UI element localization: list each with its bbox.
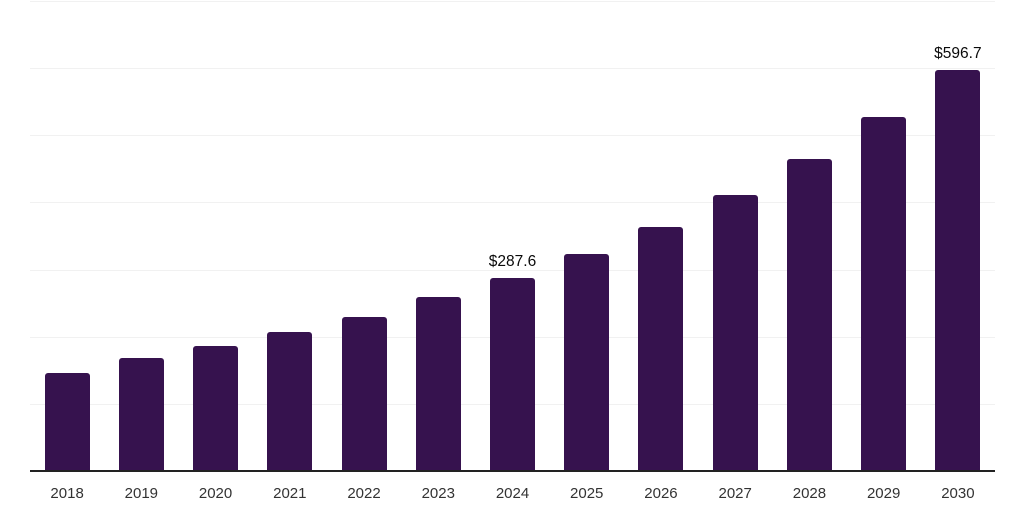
x-tick-2026: 2026	[644, 485, 678, 502]
x-axis-line	[30, 470, 995, 472]
bar-2026[interactable]	[638, 227, 684, 471]
bar-2024[interactable]	[490, 277, 535, 471]
x-tick-2021: 2021	[273, 485, 307, 502]
bar-2028[interactable]	[786, 158, 832, 471]
x-tick-2028: 2028	[792, 485, 827, 502]
bar-2027[interactable]	[712, 194, 758, 471]
bar-2019[interactable]	[118, 357, 164, 471]
gridline-300	[30, 269, 995, 271]
x-tick-2025: 2025	[570, 485, 604, 502]
bar-2025[interactable]	[564, 253, 610, 471]
x-tick-2023: 2023	[421, 485, 455, 502]
bar-2022[interactable]	[341, 316, 387, 471]
bar-2029[interactable]	[861, 117, 907, 471]
bar-2023[interactable]	[415, 297, 461, 471]
bar-2018[interactable]	[44, 372, 90, 471]
bar-2021[interactable]	[267, 332, 313, 471]
x-tick-2024: 2024	[495, 485, 530, 502]
gridline-500	[30, 135, 995, 137]
value-label-2030: $596.7	[934, 45, 982, 63]
x-tick-2018: 2018	[50, 485, 84, 502]
x-tick-2022: 2022	[347, 485, 381, 502]
x-tick-2029: 2029	[866, 485, 901, 502]
gridline-700	[30, 1, 995, 2]
x-tick-2030: 2030	[941, 485, 975, 502]
x-tick-2027: 2027	[718, 485, 752, 502]
gridline-400	[30, 202, 995, 204]
x-tick-2019: 2019	[124, 485, 159, 502]
gridline-600	[30, 68, 995, 70]
bar-2020[interactable]	[193, 345, 239, 471]
bar-2030[interactable]	[935, 70, 981, 471]
x-tick-2020: 2020	[198, 485, 233, 502]
value-label-2024: $287.6	[488, 252, 537, 270]
